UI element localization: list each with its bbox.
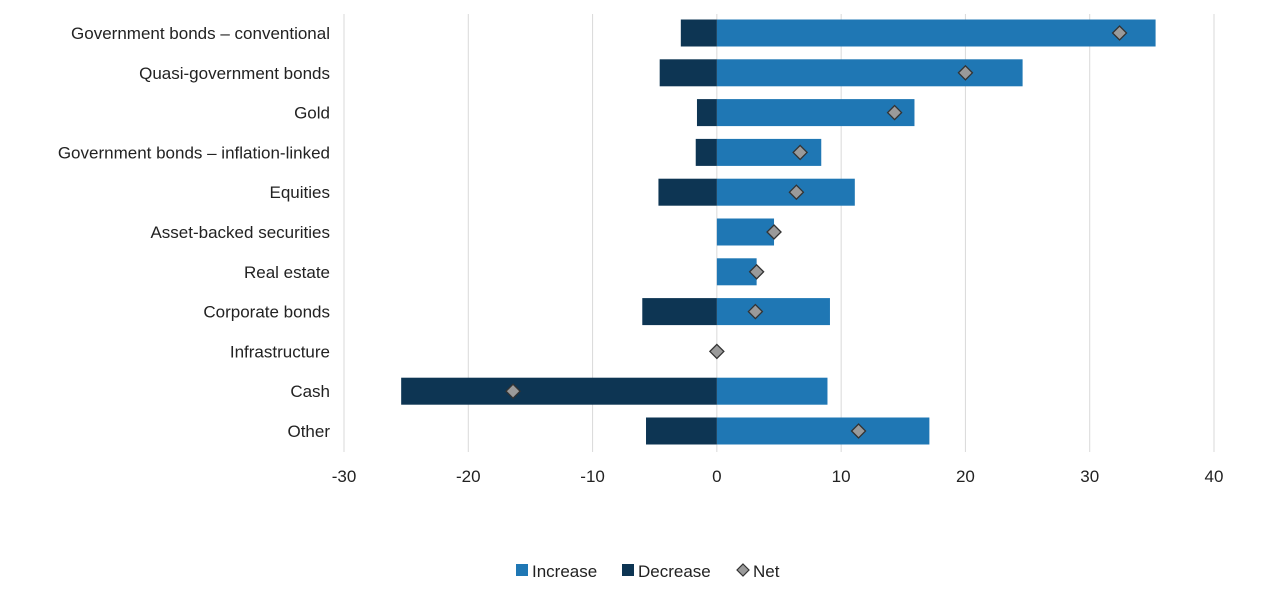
bar-decrease bbox=[696, 99, 717, 127]
legend-label: Increase bbox=[532, 562, 597, 581]
legend-net-marker bbox=[736, 563, 750, 577]
bar-decrease bbox=[680, 19, 717, 47]
net-marker bbox=[747, 303, 764, 320]
bar-decrease bbox=[646, 417, 717, 445]
x-tick-label: 0 bbox=[712, 467, 721, 486]
net-marker bbox=[1111, 25, 1128, 41]
x-tick-label: 40 bbox=[1205, 467, 1224, 486]
net-marker bbox=[792, 144, 809, 161]
category-label: Other bbox=[287, 422, 330, 441]
net-marker bbox=[886, 104, 903, 121]
bar-decrease bbox=[659, 59, 717, 87]
legend-increase-swatch bbox=[516, 564, 528, 576]
net-marker bbox=[766, 224, 782, 240]
category-label: Corporate bonds bbox=[203, 303, 330, 322]
bar-increase bbox=[716, 218, 775, 246]
category-label: Real estate bbox=[244, 263, 330, 282]
bar-increase bbox=[716, 59, 1023, 87]
net-marker bbox=[957, 64, 974, 81]
category-label: Asset-backed securities bbox=[150, 223, 330, 242]
category-label: Gold bbox=[294, 104, 330, 123]
net-marker bbox=[748, 263, 765, 280]
bar-decrease bbox=[642, 298, 717, 326]
x-tick-label: -10 bbox=[580, 467, 605, 486]
category-label: Government bonds – inflation-linked bbox=[58, 143, 330, 162]
bar-increase bbox=[716, 178, 855, 206]
legend-label: Net bbox=[753, 562, 780, 581]
bar-decrease bbox=[658, 178, 717, 206]
bar-decrease bbox=[695, 138, 717, 166]
category-labels: Government bonds – conventional Quasi-gov… bbox=[58, 24, 330, 441]
gridlines bbox=[343, 14, 1215, 452]
category-label: Cash bbox=[290, 382, 330, 401]
x-tick-label: 30 bbox=[1080, 467, 1099, 486]
legend: Increase Decrease Net bbox=[516, 562, 780, 581]
bar-increase bbox=[716, 19, 1156, 47]
x-tick-label: -30 bbox=[332, 467, 357, 486]
net-marker bbox=[788, 184, 805, 201]
x-tick-label: -20 bbox=[456, 467, 481, 486]
category-label: Quasi-government bonds bbox=[139, 64, 330, 83]
legend-label: Decrease bbox=[638, 562, 711, 581]
legend-decrease-swatch bbox=[622, 564, 634, 576]
category-label: Government bonds – conventional bbox=[71, 24, 330, 43]
bar-increase bbox=[716, 377, 828, 405]
bar-decrease bbox=[401, 377, 717, 405]
net-marker bbox=[505, 383, 521, 400]
bar-increase bbox=[716, 417, 930, 445]
category-label: Equities bbox=[270, 183, 330, 202]
x-axis-tick-labels: -30 -20 -10 0 10 20 30 40 bbox=[332, 467, 1224, 486]
net-marker bbox=[850, 423, 867, 439]
bar-increase bbox=[716, 298, 830, 326]
net-marker bbox=[708, 343, 725, 360]
bar-increase bbox=[716, 99, 915, 127]
x-tick-label: 20 bbox=[956, 467, 975, 486]
x-tick-label: 10 bbox=[832, 467, 851, 486]
net-markers bbox=[505, 25, 1128, 439]
category-label: Infrastructure bbox=[230, 342, 330, 361]
